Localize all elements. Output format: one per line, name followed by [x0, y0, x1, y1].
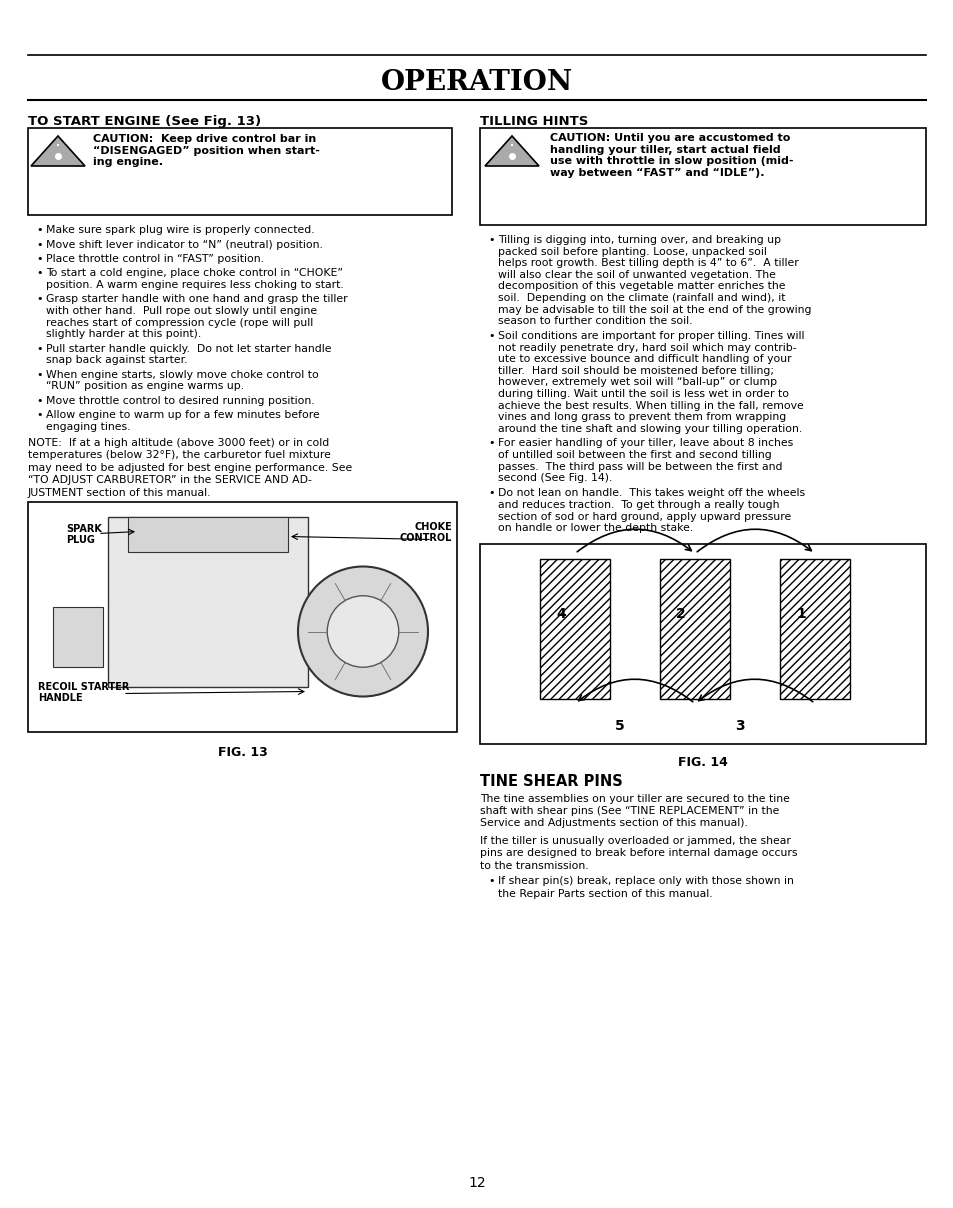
- Circle shape: [297, 567, 428, 697]
- Text: Do not lean on handle.  This takes weight off the wheels
and reduces traction.  : Do not lean on handle. This takes weight…: [497, 488, 804, 533]
- Text: Grasp starter handle with one hand and grasp the tiller
with other hand.  Pull r: Grasp starter handle with one hand and g…: [46, 295, 347, 339]
- Text: •: •: [36, 395, 43, 406]
- Text: •: •: [36, 268, 43, 279]
- Bar: [128, 517, 288, 552]
- Text: Pull starter handle quickly.  Do not let starter handle
snap back against starte: Pull starter handle quickly. Do not let …: [46, 343, 331, 365]
- Text: •: •: [488, 488, 494, 499]
- Text: 2: 2: [676, 608, 685, 621]
- Text: •: •: [488, 877, 494, 887]
- Text: If the tiller is unusually overloaded or jammed, the shear
pins are designed to : If the tiller is unusually overloaded or…: [479, 836, 797, 871]
- Text: 3: 3: [735, 719, 744, 732]
- Text: TILLING HINTS: TILLING HINTS: [479, 115, 588, 128]
- Text: The tine assemblies on your tiller are secured to the tine
shaft with shear pins: The tine assemblies on your tiller are s…: [479, 794, 789, 829]
- Text: •: •: [36, 343, 43, 354]
- Bar: [53, 606, 103, 667]
- Polygon shape: [484, 137, 538, 165]
- Text: Move shift lever indicator to “N” (neutral) position.: Move shift lever indicator to “N” (neutr…: [46, 239, 322, 250]
- Text: OPERATION: OPERATION: [380, 69, 573, 95]
- Text: 5: 5: [615, 719, 624, 732]
- Text: Soil conditions are important for proper tilling. Tines will
not readily penetra: Soil conditions are important for proper…: [497, 331, 803, 434]
- Text: NOTE:  If at a high altitude (above 3000 feet) or in cold
temperatures (below 32: NOTE: If at a high altitude (above 3000 …: [28, 439, 352, 498]
- Text: If shear pin(s) break, replace only with those shown in
the Repair Parts section: If shear pin(s) break, replace only with…: [497, 877, 793, 899]
- Bar: [539, 558, 609, 698]
- Text: RECOIL STARTER
HANDLE: RECOIL STARTER HANDLE: [38, 681, 130, 703]
- Text: CHOKE
CONTROL: CHOKE CONTROL: [399, 522, 452, 544]
- Text: FIG. 14: FIG. 14: [678, 755, 727, 768]
- Text: •: •: [36, 295, 43, 304]
- Text: •: •: [488, 331, 494, 341]
- Text: 12: 12: [468, 1177, 485, 1190]
- Text: Tilling is digging into, turning over, and breaking up
packed soil before planti: Tilling is digging into, turning over, a…: [497, 236, 811, 326]
- Text: TINE SHEAR PINS: TINE SHEAR PINS: [479, 773, 622, 789]
- Text: •: •: [36, 254, 43, 265]
- Bar: [28, 128, 452, 215]
- Text: 1: 1: [796, 608, 805, 621]
- Text: •: •: [36, 410, 43, 420]
- Text: •: •: [36, 370, 43, 379]
- Text: •: •: [36, 239, 43, 250]
- Circle shape: [327, 596, 398, 667]
- Polygon shape: [30, 137, 85, 165]
- Text: •: •: [36, 225, 43, 236]
- Bar: [780, 558, 849, 698]
- Text: Move throttle control to desired running position.: Move throttle control to desired running…: [46, 395, 314, 406]
- Text: For easier handling of your tiller, leave about 8 inches
of untilled soil betwee: For easier handling of your tiller, leav…: [497, 439, 792, 483]
- Text: Allow engine to warm up for a few minutes before
engaging tines.: Allow engine to warm up for a few minute…: [46, 410, 319, 431]
- Text: When engine starts, slowly move choke control to
“RUN” position as engine warms : When engine starts, slowly move choke co…: [46, 370, 318, 391]
- Bar: [659, 558, 729, 698]
- Text: •: •: [488, 439, 494, 448]
- Text: To start a cold engine, place choke control in “CHOKE”
position. A warm engine r: To start a cold engine, place choke cont…: [46, 268, 343, 290]
- Text: CAUTION: Until you are accustomed to
handling your tiller, start actual field
us: CAUTION: Until you are accustomed to han…: [550, 133, 793, 178]
- Text: Make sure spark plug wire is properly connected.: Make sure spark plug wire is properly co…: [46, 225, 314, 236]
- Bar: [479, 128, 925, 225]
- Text: •: •: [488, 236, 494, 245]
- Bar: [479, 544, 925, 743]
- Text: FIG. 13: FIG. 13: [217, 747, 267, 760]
- Text: Place throttle control in “FAST” position.: Place throttle control in “FAST” positio…: [46, 254, 264, 265]
- Bar: [108, 517, 308, 686]
- Text: CAUTION:  Keep drive control bar in
“DISENGAGED” position when start-
ing engine: CAUTION: Keep drive control bar in “DISE…: [92, 134, 319, 167]
- Bar: [28, 501, 456, 732]
- Text: 4: 4: [556, 608, 565, 621]
- Text: TO START ENGINE (See Fig. 13): TO START ENGINE (See Fig. 13): [28, 115, 261, 128]
- Text: SPARK
PLUG: SPARK PLUG: [66, 523, 102, 545]
